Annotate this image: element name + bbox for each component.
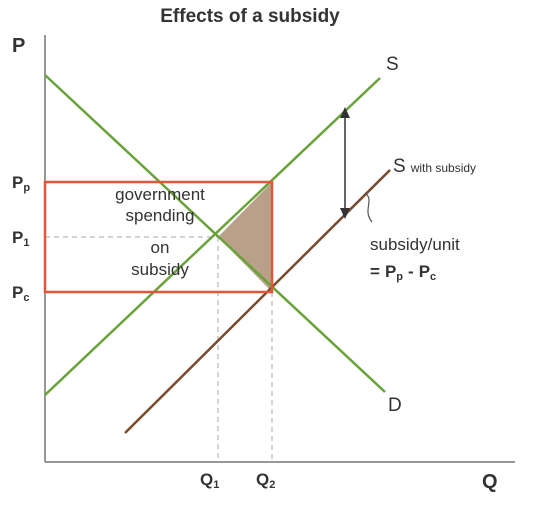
price-label: Pp bbox=[12, 173, 30, 194]
arrow-head bbox=[340, 208, 350, 219]
area-label: subsidy bbox=[131, 260, 189, 279]
shaded-area bbox=[218, 182, 272, 292]
arrow-head bbox=[340, 107, 350, 118]
y-axis-label: P bbox=[12, 35, 25, 57]
price-label: Pc bbox=[12, 283, 29, 304]
area-label: spending bbox=[125, 206, 194, 225]
demand-curve bbox=[44, 74, 386, 393]
supply-label: S bbox=[386, 54, 399, 75]
x-axis-label: Q bbox=[482, 471, 498, 493]
annotation-formula: = Pp - Pc bbox=[370, 262, 436, 283]
quantity-label: Q1 bbox=[200, 470, 219, 491]
annotation: subsidy/unit bbox=[370, 235, 460, 254]
spending-rectangle bbox=[43, 180, 274, 294]
price-label: P1 bbox=[12, 228, 29, 249]
annotation-pointer bbox=[364, 192, 373, 223]
supply-curve bbox=[44, 77, 381, 396]
demand-label: D bbox=[388, 395, 402, 416]
area-label: on bbox=[151, 238, 170, 257]
quantity-label: Q2 bbox=[256, 470, 275, 491]
area-label: government bbox=[115, 185, 205, 204]
title: Effects of a subsidy bbox=[160, 6, 340, 27]
